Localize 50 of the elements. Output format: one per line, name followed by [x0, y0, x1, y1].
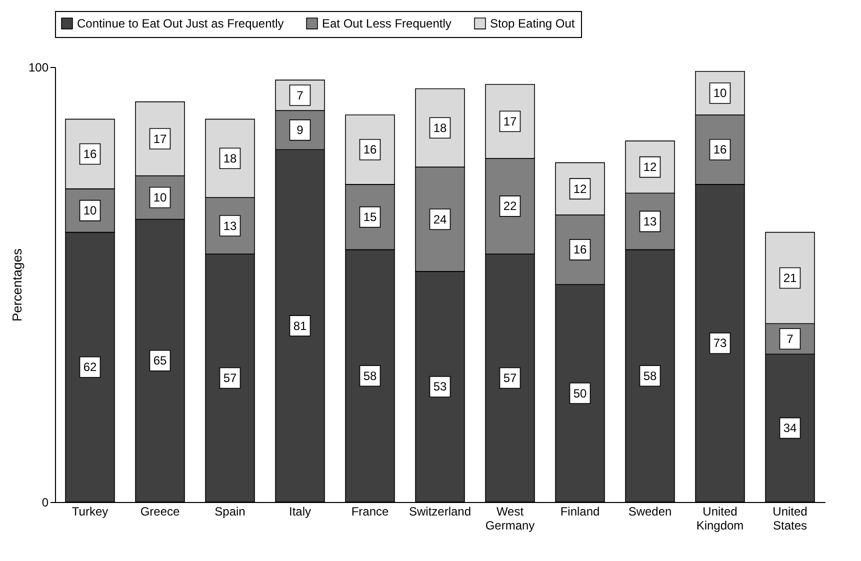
data-label: 13: [643, 214, 657, 228]
x-tick-label: Spain: [214, 504, 246, 518]
data-label: 53: [433, 380, 447, 394]
data-label: 16: [83, 147, 97, 161]
data-label: 10: [713, 86, 727, 100]
data-label: 17: [153, 132, 167, 146]
data-label: 50: [573, 386, 587, 400]
data-label: 7: [296, 88, 304, 102]
x-tick-label: Switzerland: [408, 504, 472, 518]
x-tick-label: United Kingdom: [696, 504, 744, 532]
data-label: 24: [433, 212, 447, 226]
x-tick-label: Turkey: [72, 504, 108, 518]
data-label: 65: [153, 354, 167, 368]
y-tick-label: 0: [42, 496, 49, 510]
data-label: 15: [363, 210, 377, 224]
data-label: 73: [713, 336, 727, 350]
data-label: 16: [573, 242, 587, 257]
data-label: 34: [783, 421, 797, 436]
y-axis-title: Percentages: [9, 248, 24, 322]
data-label: 57: [223, 371, 237, 386]
data-label: 57: [503, 371, 517, 386]
data-label: 18: [223, 151, 237, 166]
data-label: 22: [503, 199, 517, 214]
x-tick-label: Finland: [560, 504, 600, 518]
data-label: 81: [293, 318, 307, 333]
data-label: 17: [503, 114, 517, 128]
data-label: 12: [573, 182, 587, 196]
data-label: 58: [363, 368, 377, 383]
legend-label: Eat Out Less Frequently: [322, 16, 452, 30]
legend-label: Stop Eating Out: [490, 16, 576, 30]
legend-label: Continue to Eat Out Just as Frequently: [77, 16, 284, 30]
x-tick-label: Italy: [288, 504, 312, 518]
data-label: 10: [83, 204, 97, 218]
data-label: 16: [713, 142, 727, 157]
x-tick-label: France: [351, 504, 389, 518]
data-label: 13: [223, 218, 237, 233]
data-label: 9: [296, 123, 304, 138]
data-label: 7: [786, 332, 794, 346]
x-tick-label: United States: [772, 504, 808, 532]
data-label: 21: [783, 270, 797, 285]
data-label: 58: [643, 368, 657, 383]
data-label: 12: [643, 160, 657, 174]
x-tick-label: Greece: [140, 504, 180, 518]
data-label: 10: [153, 190, 167, 204]
y-tick-label: 100: [28, 60, 49, 74]
x-tick-label: Sweden: [628, 504, 672, 518]
data-label: 62: [83, 360, 97, 374]
data-label: 18: [433, 120, 447, 135]
data-label: 16: [363, 142, 377, 157]
x-tick-label: West Germany: [485, 504, 535, 532]
